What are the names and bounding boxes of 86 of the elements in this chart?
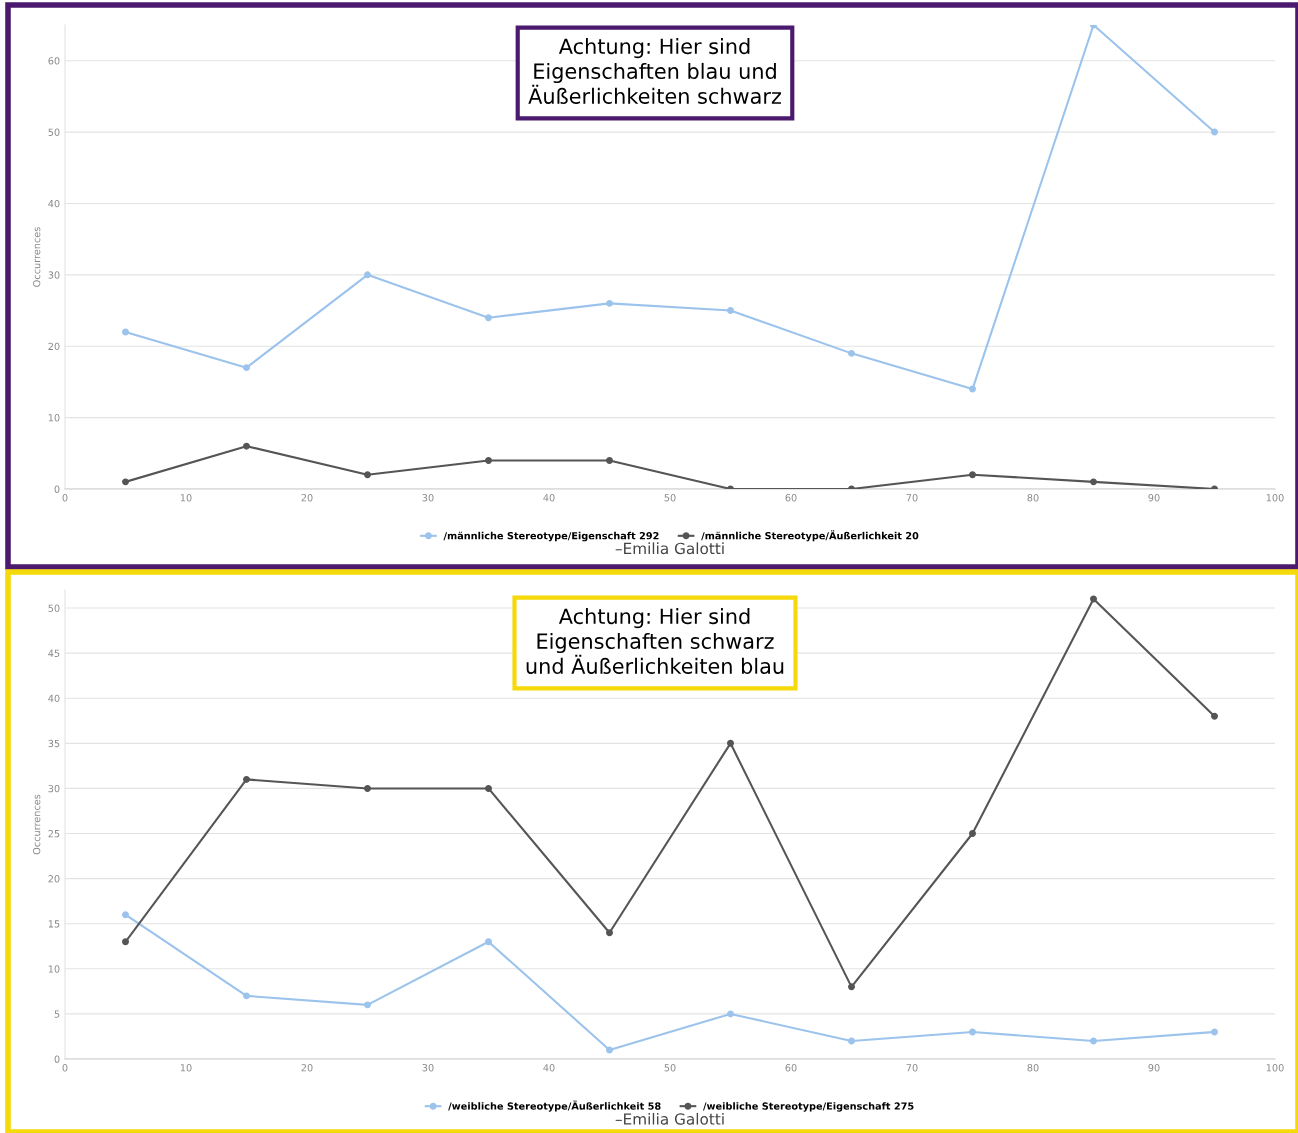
point xyxy=(606,929,613,937)
y-tick-label: 30 xyxy=(48,271,60,279)
point xyxy=(727,1010,734,1018)
x-tick-label: 10 xyxy=(180,1064,192,1072)
y-tick-label: 15 xyxy=(48,920,60,928)
y-tick-label: 5 xyxy=(54,1010,60,1018)
y-tick-label: 30 xyxy=(48,784,60,793)
point xyxy=(364,471,371,479)
x-tick-label: 60 xyxy=(785,1064,797,1072)
x-tick-label: 20 xyxy=(301,494,313,502)
x-tick-label: 10 xyxy=(180,494,192,502)
x-tick-label: 90 xyxy=(1148,1064,1160,1072)
legend-label: /weibliche Stereotype/Eigenschaft 275 xyxy=(703,1102,914,1112)
point xyxy=(1090,1037,1097,1045)
legend-label: /männliche Stereotype/Äußerlichkeit 20 xyxy=(701,530,919,542)
point xyxy=(243,442,250,450)
x-tick-label: 30 xyxy=(422,494,434,502)
x-tick-label: 50 xyxy=(664,1064,676,1072)
y-axis-title: Occurrences xyxy=(32,794,41,855)
y-tick-label: 10 xyxy=(48,965,60,973)
point xyxy=(485,938,492,946)
point xyxy=(122,328,129,336)
x-tick-label: 80 xyxy=(1027,494,1039,502)
text: –Emilia Galotti xyxy=(615,1112,724,1125)
x-tick-label: 50 xyxy=(664,494,676,502)
y-tick-label: 40 xyxy=(48,199,60,208)
point xyxy=(243,775,250,783)
point xyxy=(485,314,492,322)
point xyxy=(1211,712,1218,720)
x-tick-label: 40 xyxy=(543,1064,555,1072)
y-tick-label: 20 xyxy=(48,875,60,883)
annotation: Achtung: Hier sind Eigenschaften schwarz und Äußerlichkeiten blau xyxy=(526,608,784,674)
point xyxy=(606,299,613,307)
x-tick-label: 90 xyxy=(1148,494,1160,502)
x-tick-label: 100 xyxy=(1266,494,1284,502)
point xyxy=(848,983,855,991)
y-tick-label: 40 xyxy=(48,694,60,703)
point xyxy=(969,471,976,479)
point xyxy=(606,1046,613,1054)
x-tick-label: 0 xyxy=(62,1064,68,1072)
point xyxy=(1090,478,1097,486)
point xyxy=(122,478,129,486)
point xyxy=(848,349,855,357)
x-tick-label: 0 xyxy=(62,494,68,502)
y-tick-label: 0 xyxy=(54,1055,60,1063)
point xyxy=(485,456,492,464)
point xyxy=(243,992,250,1000)
y-tick-label: 10 xyxy=(48,414,60,422)
y-tick-label: 25 xyxy=(48,830,60,838)
y-tick-label: 20 xyxy=(48,342,60,351)
x-tick-label: 40 xyxy=(543,494,555,502)
y-tick-label: 35 xyxy=(48,739,60,748)
y-tick-label: 50 xyxy=(48,604,60,612)
y-tick-label: 0 xyxy=(54,485,60,493)
point xyxy=(243,364,250,372)
point xyxy=(1090,595,1097,603)
y-tick-label: 45 xyxy=(48,649,60,657)
y-tick-label: 60 xyxy=(48,57,60,65)
point xyxy=(485,784,492,792)
text: –Emilia Galotti xyxy=(615,542,724,555)
legend-label: /männliche Stereotype/Eigenschaft 292 xyxy=(443,531,659,542)
legend-label: /weibliche Stereotype/Äußerlichkeit 58 xyxy=(448,1100,661,1112)
y-axis-title: Occurrences xyxy=(32,227,41,287)
point xyxy=(727,739,734,747)
x-tick-label: 70 xyxy=(906,1064,918,1072)
point xyxy=(364,271,371,279)
x-tick-label: 60 xyxy=(785,494,797,502)
point xyxy=(606,456,613,464)
x-tick-label: 100 xyxy=(1266,1064,1284,1072)
point xyxy=(969,1028,976,1036)
x-tick-label: 30 xyxy=(422,1064,434,1072)
point xyxy=(122,938,129,946)
point xyxy=(364,784,371,792)
point xyxy=(848,1037,855,1045)
point xyxy=(122,911,129,919)
point xyxy=(969,830,976,837)
y-tick-label: 50 xyxy=(48,128,60,136)
point xyxy=(364,1001,371,1009)
point xyxy=(1211,128,1218,136)
x-tick-label: 20 xyxy=(301,1064,313,1072)
point xyxy=(1211,1028,1218,1036)
point xyxy=(727,307,734,315)
point xyxy=(969,385,976,393)
x-tick-label: 80 xyxy=(1027,1064,1039,1072)
annotation: Achtung: Hier sind Eigenschaften blau und Äußerlichkeiten schwarz xyxy=(528,38,781,104)
x-tick-label: 70 xyxy=(906,494,918,502)
